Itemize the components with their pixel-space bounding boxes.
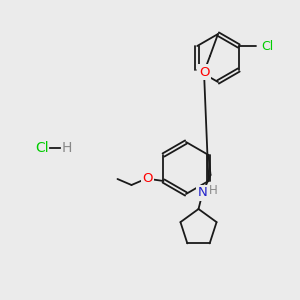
Text: N: N	[198, 187, 207, 200]
Text: Cl: Cl	[261, 40, 273, 52]
Text: O: O	[142, 172, 153, 185]
Text: H: H	[209, 184, 218, 197]
Text: H: H	[62, 141, 72, 155]
Text: O: O	[199, 65, 209, 79]
Text: Cl: Cl	[35, 141, 49, 155]
